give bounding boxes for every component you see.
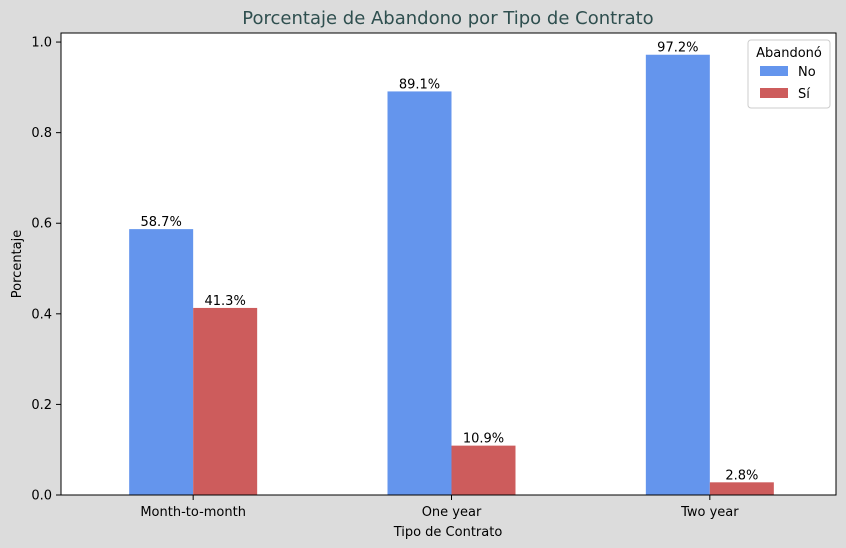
y-tick-label-1: 0.2 xyxy=(31,398,52,413)
chart-title: Porcentaje de Abandono por Tipo de Contr… xyxy=(242,8,653,29)
legend-title: Abandonó xyxy=(756,46,822,61)
data-labels-layer: 58.7% 89.1% 97.2% 41.3% 10.9% 2.8% xyxy=(141,41,759,484)
y-tick-label-3: 0.6 xyxy=(31,217,52,232)
data-label-one-year-si: 10.9% xyxy=(463,432,504,447)
data-label-month-to-month-no: 58.7% xyxy=(141,215,182,230)
bar-two-year-si xyxy=(709,482,774,495)
bar-two-year-no xyxy=(645,54,710,495)
legend-label-si: Sí xyxy=(798,87,810,102)
data-label-one-year-no: 89.1% xyxy=(399,77,440,92)
x-tick-label-month-to-month: Month-to-month xyxy=(140,505,246,520)
x-tick-label-two-year: Two year xyxy=(680,505,739,520)
x-axis: Month-to-month One year Two year xyxy=(140,495,739,520)
y-tick-label-2: 0.4 xyxy=(31,307,52,322)
data-label-two-year-si: 2.8% xyxy=(725,468,758,483)
legend-swatch-si xyxy=(760,88,788,98)
bars-layer xyxy=(129,54,774,495)
y-tick-label-5: 1.0 xyxy=(31,36,52,51)
data-label-two-year-no: 97.2% xyxy=(657,41,698,56)
y-axis: 0.0 0.2 0.4 0.6 0.8 1.0 xyxy=(31,36,61,504)
y-tick-label-4: 0.8 xyxy=(31,126,52,141)
legend-swatch-no xyxy=(760,66,788,76)
x-tick-label-one-year: One year xyxy=(422,505,482,520)
data-label-month-to-month-si: 41.3% xyxy=(205,294,246,309)
x-axis-label: Tipo de Contrato xyxy=(393,525,503,540)
bar-month-to-month-si xyxy=(193,307,258,495)
bar-month-to-month-no xyxy=(129,229,194,495)
bar-one-year-no xyxy=(387,91,452,495)
y-axis-label: Porcentaje xyxy=(10,230,25,298)
plot-frame xyxy=(60,32,837,496)
legend-label-no: No xyxy=(798,65,816,80)
bar-one-year-si xyxy=(451,445,516,495)
y-tick-label-0: 0.0 xyxy=(31,489,52,504)
legend: Abandonó No Sí xyxy=(747,39,831,109)
